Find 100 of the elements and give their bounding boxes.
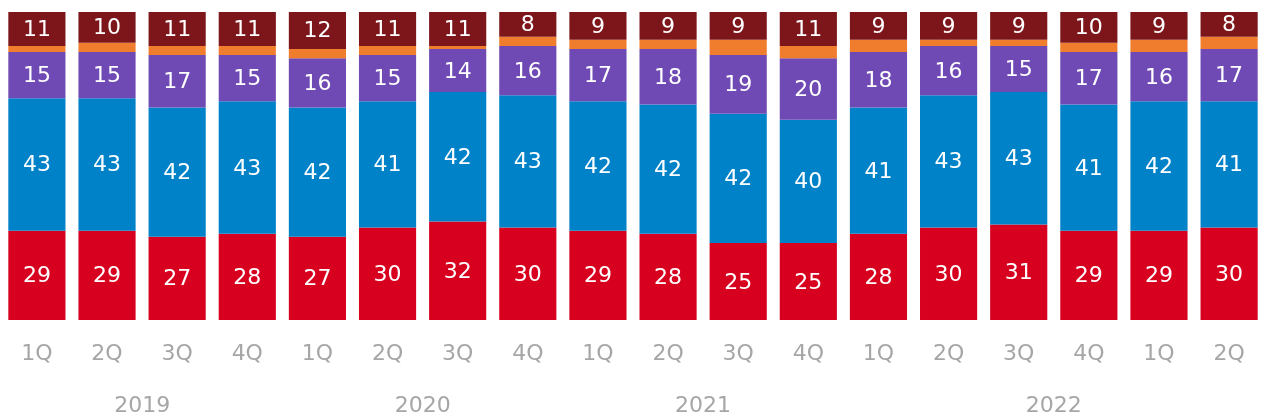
- x-tick-label: 2Q: [652, 339, 684, 365]
- bar: [8, 98, 66, 231]
- bar: [779, 243, 837, 320]
- data-label: 11: [373, 15, 402, 41]
- data-label: 31: [1004, 259, 1033, 285]
- bar: [8, 230, 66, 320]
- data-label: 30: [513, 260, 542, 286]
- bar: [990, 39, 1048, 46]
- bar: [709, 243, 767, 320]
- bar: [639, 48, 697, 105]
- x-tick-label: 4Q: [231, 339, 263, 365]
- x-tick-label: 3Q: [161, 339, 193, 365]
- data-label: 11: [22, 15, 51, 41]
- data-label: 11: [233, 15, 262, 41]
- data-label: 17: [163, 68, 192, 94]
- bar: [1200, 36, 1258, 49]
- data-label: 42: [443, 143, 472, 169]
- data-label: 15: [93, 62, 122, 88]
- bar: [288, 12, 346, 49]
- text: 2020: [394, 392, 451, 417]
- bar: [288, 48, 346, 59]
- data-label: 25: [724, 268, 753, 294]
- bar: [78, 230, 136, 320]
- bar: [78, 12, 136, 43]
- bar: [849, 233, 908, 320]
- bar: [1200, 101, 1258, 228]
- data-label: 41: [373, 151, 402, 177]
- text: 2021: [675, 392, 732, 417]
- data-label: 27: [163, 265, 192, 291]
- bar: [920, 95, 978, 228]
- text: 2019: [114, 392, 171, 417]
- data-label: 43: [513, 148, 542, 174]
- bar: [218, 45, 276, 56]
- data-label: 9: [941, 12, 956, 38]
- data-label: 14: [443, 57, 472, 83]
- bar: [569, 12, 627, 40]
- x-tick-label: 3Q: [1003, 339, 1035, 365]
- data-label: 42: [654, 156, 683, 182]
- data-label: 30: [373, 260, 402, 286]
- x-tick-label: 3Q: [442, 339, 474, 365]
- data-label: 12: [303, 17, 332, 43]
- data-label: 17: [1215, 62, 1244, 88]
- data-label: 28: [654, 263, 683, 289]
- data-label: 11: [443, 15, 472, 41]
- bar: [990, 92, 1048, 225]
- data-label: 9: [661, 12, 676, 38]
- data-label: 42: [163, 159, 192, 185]
- data-label: 41: [1215, 151, 1244, 177]
- data-label: 15: [1004, 55, 1033, 81]
- bar: [499, 36, 557, 46]
- text: 2022: [1025, 392, 1082, 417]
- bar: [148, 12, 206, 46]
- bar: [358, 55, 417, 102]
- data-label: 43: [1004, 145, 1033, 171]
- data-label: 20: [794, 76, 823, 101]
- x-tick-label: 3Q: [722, 339, 754, 365]
- bar: [429, 12, 487, 46]
- bar: [429, 221, 487, 320]
- bar: [709, 55, 767, 114]
- x-tick-label: 2Q: [1213, 339, 1245, 365]
- bar: [709, 39, 767, 56]
- bar: [1200, 12, 1258, 37]
- bar: [358, 45, 417, 56]
- data-label: 42: [724, 165, 753, 191]
- bar: [779, 45, 837, 59]
- bar: [429, 92, 487, 222]
- bar: [1130, 12, 1188, 40]
- x-tick-label: 4Q: [512, 339, 544, 365]
- bar: [78, 42, 136, 53]
- bar: [1130, 39, 1188, 53]
- data-label: 9: [871, 12, 886, 38]
- bar: [8, 52, 66, 99]
- bar: [499, 45, 557, 96]
- bar: [78, 52, 136, 99]
- data-label: 17: [583, 62, 612, 88]
- data-label: 27: [303, 265, 332, 291]
- bar: [639, 104, 697, 234]
- data-label: 42: [303, 159, 332, 185]
- data-label: 30: [1215, 260, 1244, 286]
- data-label: 10: [1074, 14, 1103, 40]
- bar: [849, 52, 908, 108]
- data-label: 9: [731, 12, 746, 38]
- bar: [849, 12, 908, 40]
- data-label: 29: [583, 262, 612, 288]
- data-label: 42: [583, 153, 612, 178]
- bar: [218, 12, 276, 46]
- bar: [218, 233, 276, 320]
- bar: [1060, 52, 1118, 105]
- data-label: 43: [233, 154, 262, 180]
- data-label: 30: [934, 260, 963, 286]
- bar: [499, 95, 557, 228]
- bar: [569, 39, 627, 49]
- data-label: 16: [303, 69, 332, 95]
- x-tick-label: 2Q: [371, 339, 404, 365]
- bar: [358, 227, 417, 320]
- data-label: 8: [520, 11, 535, 37]
- bar: [429, 48, 487, 93]
- bar: [499, 227, 557, 320]
- data-label: 43: [22, 151, 51, 177]
- bar: [78, 98, 136, 231]
